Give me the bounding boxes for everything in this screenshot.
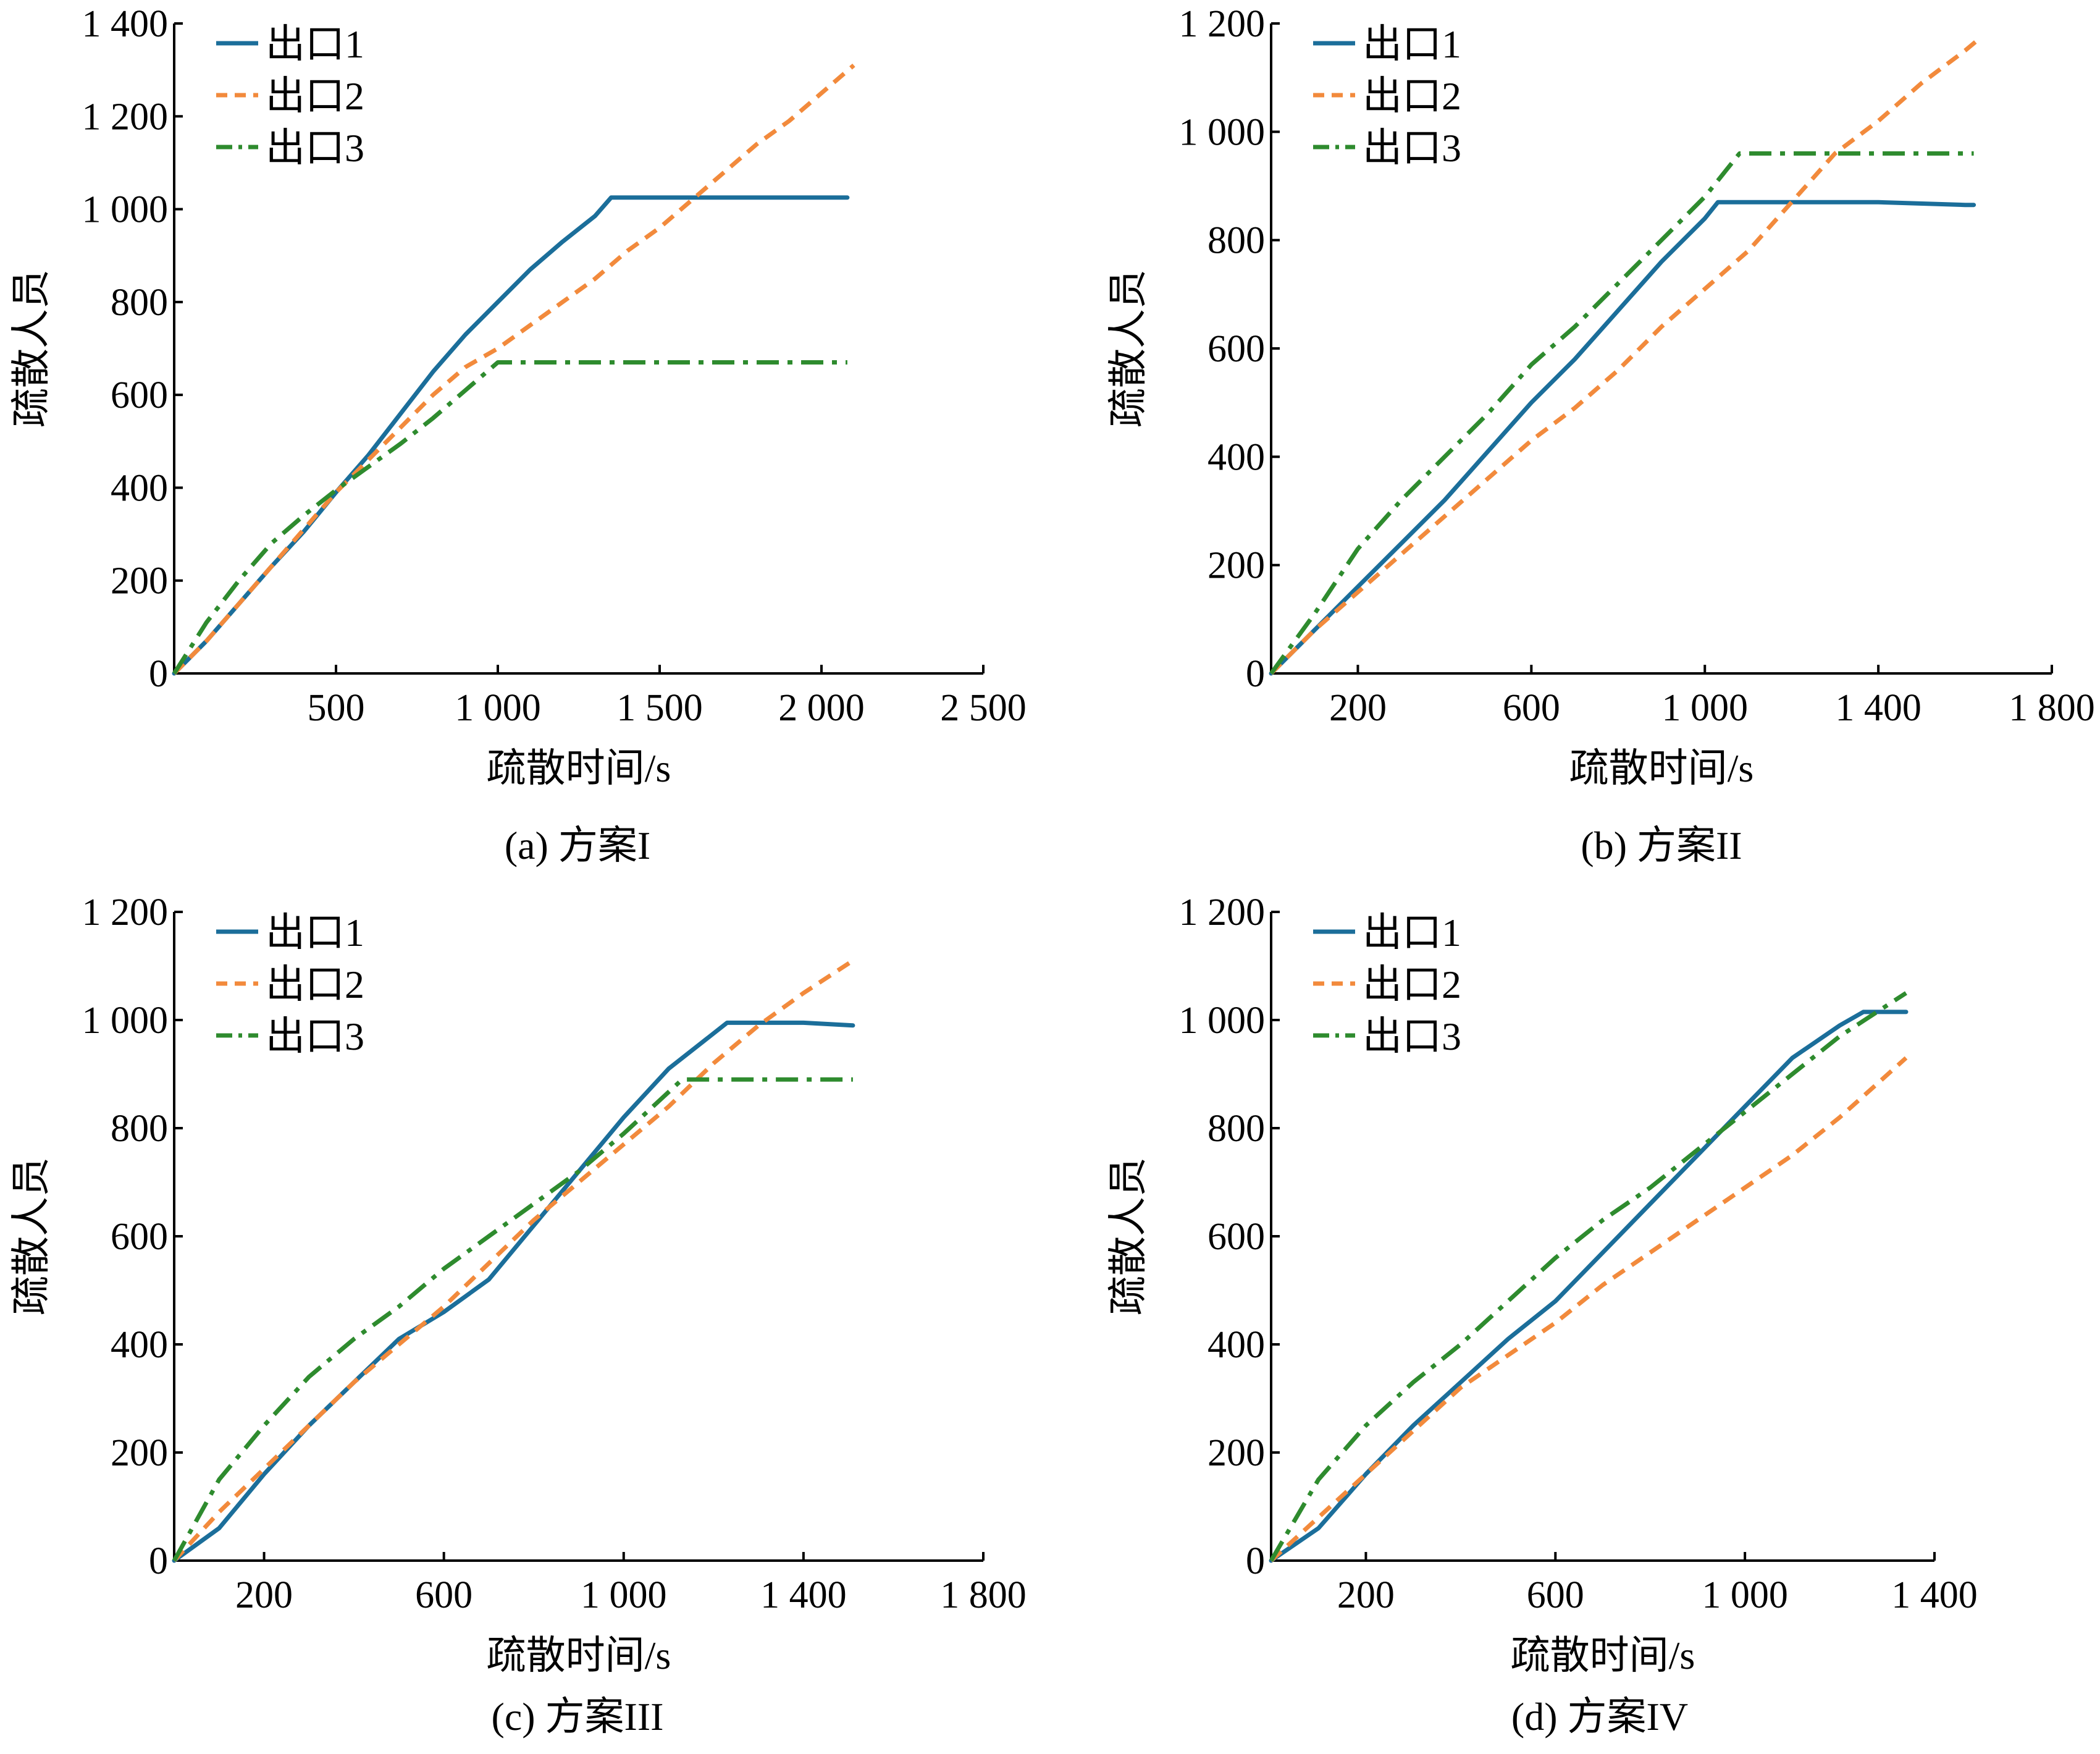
x-tick-label: 1 400 — [1891, 1574, 1978, 1616]
y-axis-label: 疏散人员 — [1106, 269, 1150, 428]
chart-caption-d: (d) 方案IV — [1511, 1695, 1688, 1739]
x-tick-label: 600 — [415, 1574, 472, 1616]
series-line-exit-3 — [1269, 991, 1907, 1562]
legend-label-exit-2: 出口2 — [266, 963, 364, 1006]
chart-caption-b: (b) 方案II — [1581, 824, 1742, 867]
y-tick-label: 1 200 — [1179, 3, 1266, 45]
y-tick-label: 0 — [1246, 653, 1265, 695]
x-axis-label: 疏散时间/s — [1511, 1634, 1695, 1677]
y-tick-label: 1 000 — [1179, 1000, 1266, 1042]
y-tick-label: 200 — [111, 1432, 168, 1474]
y-tick-label: 1 000 — [1179, 111, 1266, 153]
x-tick-label: 1 000 — [455, 687, 541, 729]
x-tick-label: 1 000 — [1661, 687, 1748, 729]
x-tick-label: 600 — [1503, 687, 1560, 729]
x-axis-label: 疏散时间/s — [487, 1634, 671, 1677]
y-tick-label: 400 — [1208, 1324, 1265, 1366]
y-axis-label: 疏散人员 — [9, 1157, 53, 1315]
series-line-exit-2 — [1269, 38, 1980, 675]
series-line-exit-1 — [172, 1020, 855, 1563]
y-tick-label: 800 — [111, 282, 168, 324]
x-tick-label: 1 000 — [581, 1574, 667, 1616]
series-line-exit-3 — [1269, 151, 1974, 675]
chart-panel-c: 0 200 400 600 800 1 000 1 200 200 600 1 000 1 400 1… — [9, 892, 1027, 1739]
chart-panel-a: 0 200 400 600 800 1 000 1 200 1 400 500 1 000 1 50… — [9, 3, 1027, 867]
legend-label-exit-3: 出口3 — [1363, 1014, 1461, 1058]
x-tick-label: 2 000 — [778, 687, 865, 729]
chart-panel-b: 0 200 400 600 800 1 000 1 200 200 600 1 000 1 400 1… — [1106, 3, 2095, 867]
y-tick-label: 0 — [149, 1540, 168, 1582]
x-tick-label: 200 — [235, 1574, 293, 1616]
y-tick-label: 1 000 — [82, 189, 169, 231]
y-tick-label: 1 000 — [82, 1000, 169, 1042]
y-tick-label: 1 200 — [82, 96, 169, 138]
x-axis-label: 疏散时间/s — [1569, 746, 1754, 790]
legend-label-exit-2: 出口2 — [1363, 963, 1461, 1006]
series-line-exit-2 — [172, 63, 855, 675]
y-tick-label: 600 — [1208, 328, 1265, 370]
x-axis-label: 疏散时间/s — [487, 746, 671, 790]
y-tick-label: 0 — [1246, 1540, 1265, 1582]
legend-label-exit-1: 出口1 — [266, 22, 364, 66]
series-line-exit-2 — [1269, 1056, 1908, 1562]
legend-label-exit-2: 出口2 — [266, 74, 364, 118]
y-tick-label: 600 — [111, 1216, 168, 1258]
x-tick-label: 1 400 — [760, 1574, 847, 1616]
y-tick-label: 800 — [111, 1108, 168, 1150]
y-tick-label: 400 — [1208, 436, 1265, 478]
legend-label-exit-3: 出口3 — [266, 126, 364, 170]
y-tick-label: 800 — [1208, 1108, 1265, 1150]
y-tick-label: 600 — [111, 374, 168, 416]
x-tick-label: 1 500 — [616, 687, 703, 729]
y-tick-label: 200 — [1208, 545, 1265, 587]
y-tick-label: 600 — [1208, 1216, 1265, 1258]
legend-label-exit-1: 出口1 — [1363, 22, 1461, 66]
legend-label-exit-1: 出口1 — [1363, 911, 1461, 955]
chart-panel-d: 0 200 400 600 800 1 000 1 200 200 600 1 000 1 400 疏… — [1106, 892, 1978, 1739]
x-tick-label: 200 — [1337, 1574, 1395, 1616]
chart-caption-a: (a) 方案I — [505, 824, 650, 867]
y-tick-label: 400 — [111, 467, 168, 509]
chart-caption-c: (c) 方案III — [492, 1695, 664, 1739]
y-tick-label: 400 — [111, 1324, 168, 1366]
legend-label-exit-1: 出口1 — [266, 911, 364, 955]
x-tick-label: 1 800 — [940, 1574, 1027, 1616]
x-tick-label: 1 400 — [1835, 687, 1922, 729]
series-line-exit-3 — [172, 360, 847, 675]
x-tick-label: 600 — [1527, 1574, 1584, 1616]
y-tick-label: 200 — [1208, 1432, 1265, 1474]
series-line-exit-1 — [1269, 200, 1976, 676]
x-tick-label: 200 — [1329, 687, 1387, 729]
y-tick-label: 200 — [111, 560, 168, 602]
legend-label-exit-3: 出口3 — [1363, 126, 1461, 170]
y-tick-label: 1 200 — [82, 892, 169, 934]
series-line-exit-1 — [1269, 1010, 1909, 1563]
x-tick-label: 2 500 — [940, 687, 1027, 729]
legend-label-exit-3: 出口3 — [266, 1014, 364, 1058]
y-axis-label: 疏散人员 — [9, 269, 53, 428]
y-tick-label: 800 — [1208, 220, 1265, 262]
series-line-exit-3 — [172, 1077, 853, 1562]
y-tick-label: 1 400 — [82, 3, 169, 45]
y-axis-label: 疏散人员 — [1106, 1157, 1150, 1315]
x-tick-label: 500 — [308, 687, 365, 729]
y-tick-label: 1 200 — [1179, 892, 1266, 934]
legend-label-exit-2: 出口2 — [1363, 74, 1461, 118]
x-tick-label: 1 800 — [2009, 687, 2095, 729]
x-tick-label: 1 000 — [1702, 1574, 1788, 1616]
series-line-exit-2 — [172, 958, 854, 1562]
y-tick-label: 0 — [149, 653, 168, 695]
series-line-exit-1 — [172, 195, 850, 676]
